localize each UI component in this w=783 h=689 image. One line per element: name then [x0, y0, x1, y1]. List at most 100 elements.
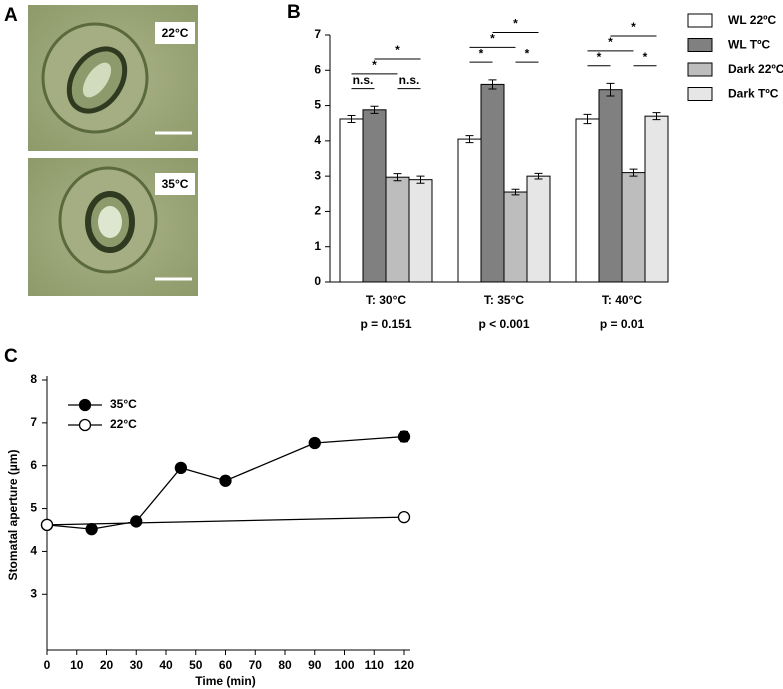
point [397, 430, 411, 443]
x-tick-label: 30 [130, 658, 144, 672]
x-tick-label: 40 [159, 658, 173, 672]
label-box [155, 173, 195, 195]
x-tick-label: 10 [70, 658, 84, 672]
error-bar [488, 79, 497, 90]
significance-label: * [372, 58, 377, 72]
bar [526, 175, 551, 283]
bar [385, 176, 410, 283]
error-bar [583, 113, 592, 125]
label-box [155, 22, 195, 44]
x-axis-title: Time (min) [195, 674, 255, 688]
error-bar [629, 168, 638, 177]
bar [644, 115, 669, 283]
point [397, 510, 411, 524]
y-tick-label: 4 [30, 544, 37, 558]
significance-label: * [479, 46, 484, 60]
x-tick-label: T: 40°C [602, 293, 642, 307]
bar [457, 138, 482, 283]
micrograph: 35°C [28, 158, 198, 296]
significance-label: * [525, 46, 530, 60]
p-value: p = 0.01 [600, 317, 645, 331]
point [40, 518, 54, 532]
point [130, 515, 143, 528]
significance-label: n.s. [399, 73, 420, 87]
bar [362, 109, 387, 283]
x-tick-label: T: 30°C [366, 293, 406, 307]
y-tick-label: 6 [30, 458, 37, 472]
x-tick-label: T: 35°C [484, 293, 524, 307]
y-tick-label: 7 [30, 415, 37, 429]
x-tick-label: 90 [308, 658, 322, 672]
legend-swatch [687, 38, 713, 52]
bar [480, 83, 505, 283]
p-value: p = 0.151 [360, 317, 411, 331]
bar [503, 191, 528, 283]
x-tick-label: 60 [219, 658, 233, 672]
pore-center [98, 206, 122, 238]
point [85, 522, 98, 536]
y-tick-label: 1 [314, 239, 321, 253]
x-tick-label: 100 [334, 658, 354, 672]
y-tick-label: 3 [30, 586, 37, 600]
legend-swatch [687, 13, 713, 28]
significance-label: n.s. [353, 73, 374, 87]
significance-label: * [513, 17, 518, 31]
y-tick-label: 5 [30, 501, 37, 515]
error-bar [534, 172, 543, 180]
error-bar [511, 188, 520, 196]
bar [621, 172, 646, 283]
y-tick-label: 7 [314, 27, 321, 41]
legend-label: Dark TºC [728, 87, 779, 101]
x-tick-label: 110 [365, 658, 385, 672]
legend-label: 35°C [110, 397, 137, 411]
legend-label: Dark 22ºC [728, 62, 783, 76]
legend-label: WL 22ºC [728, 13, 777, 27]
legend-marker [78, 398, 92, 412]
point [174, 461, 188, 475]
bar [339, 118, 364, 283]
x-tick-label: 120 [394, 658, 414, 672]
image-label: 22°C [162, 26, 189, 40]
y-tick-label: 6 [314, 62, 321, 76]
legend-marker [78, 418, 92, 432]
error-bar [652, 112, 661, 121]
panel-label: B [287, 2, 301, 23]
legend-label: WL TºC [728, 38, 770, 52]
x-tick-label: 50 [189, 658, 203, 672]
significance-label: * [395, 43, 400, 57]
y-tick-label: 4 [314, 133, 321, 147]
legend-swatch [687, 87, 713, 101]
point [308, 436, 321, 450]
significance-label: * [597, 50, 602, 64]
error-bar [393, 173, 402, 182]
image-label: 35°C [162, 177, 189, 191]
significance-label: * [608, 35, 613, 49]
legend-swatch [687, 62, 713, 77]
point [219, 474, 232, 487]
error-bar [465, 135, 474, 144]
y-tick-label: 5 [314, 98, 321, 112]
panel-label: A [4, 5, 18, 26]
significance-label: * [643, 50, 648, 64]
y-tick-label: 0 [314, 274, 321, 288]
series-line [46, 516, 405, 526]
y-axis-title: Stomatal aperture (µm) [6, 450, 20, 581]
panel-label: C [4, 346, 18, 367]
error-bar [370, 105, 379, 114]
x-tick-label: 80 [278, 658, 292, 672]
error-bar [416, 175, 425, 184]
error-bar [606, 82, 615, 97]
bar [598, 89, 623, 283]
bar [408, 179, 433, 283]
bar [575, 118, 600, 283]
micrograph: 22°C [28, 5, 198, 151]
x-tick-label: 0 [44, 658, 51, 672]
pore-center [82, 62, 112, 98]
p-value: p < 0.001 [478, 317, 529, 331]
y-tick-label: 8 [30, 372, 37, 386]
error-bar [347, 114, 356, 124]
x-tick-label: 20 [100, 658, 114, 672]
significance-label: * [631, 20, 636, 34]
y-tick-label: 2 [314, 204, 321, 218]
